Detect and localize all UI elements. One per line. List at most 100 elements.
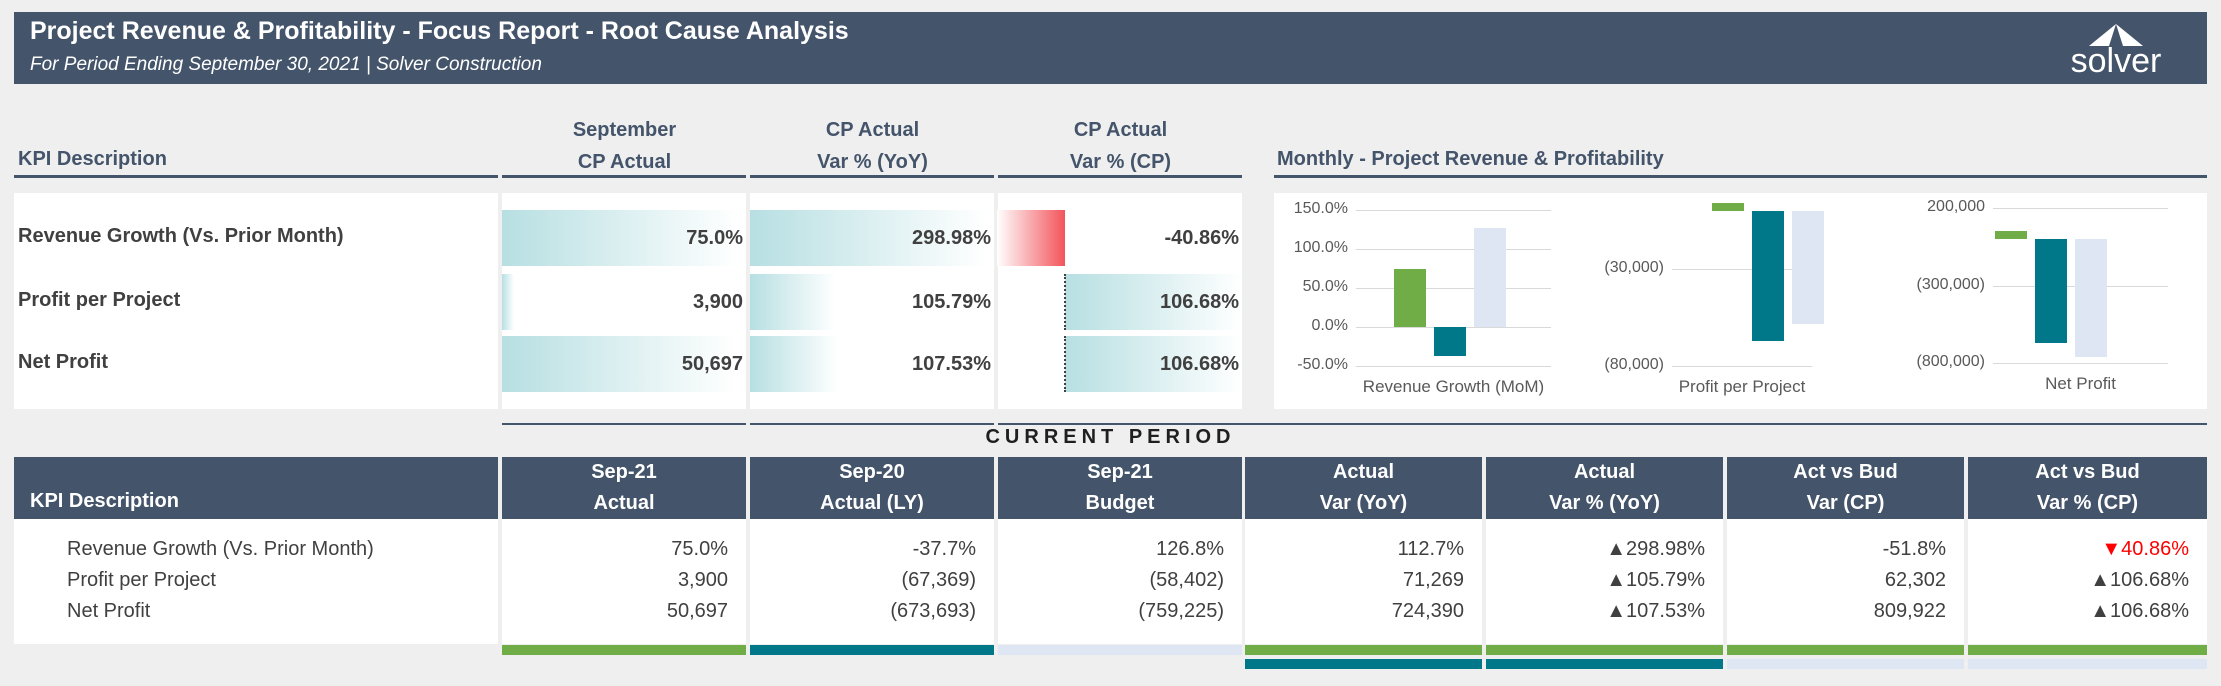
column-color-bar [750,645,994,655]
table-row-label: Revenue Growth (Vs. Prior Month) [67,538,374,560]
table-column-panel [1968,519,2207,644]
chart-gridline [1993,363,2168,364]
kpi-axis-line [1064,336,1066,392]
chart-gridline [1356,249,1551,250]
table-cell: 75.0% [671,538,728,560]
chart-tick-label: (30,000) [1604,259,1664,276]
table-cell: 724,390 [1391,600,1464,622]
period-rule [750,423,994,425]
table-header-line1: Actual [1332,461,1395,483]
table-column-header: Sep-21 Budget [998,457,1242,519]
kpi-value-cell: 106.68% [998,336,1242,392]
chart-tick-label: 100.0% [1293,239,1348,256]
kpi-value-cell: 75.0% [502,210,746,266]
chart-caption: Profit per Project [1678,377,1806,396]
kpi-data-bar [750,336,838,392]
table-column-header: Act vs Bud Var (CP) [1727,457,1964,519]
kpi-data-bar [502,274,514,330]
chart-tick-label: (300,000) [1916,276,1986,293]
kpi-data-bar [997,210,1065,266]
kpi-value: 106.68% [1160,353,1239,375]
header-rule [502,175,746,178]
kpi-value: 298.98% [912,227,991,249]
kpi-data-bar [750,210,987,266]
table-header-line2: Var (CP) [1806,492,1885,514]
column-color-bar [1486,659,1723,669]
table-column-header: Sep-21 Actual [502,457,746,519]
table-header-line1: Sep-21 [1087,461,1153,483]
solver-logo-icon [2089,24,2143,46]
table-column-panel [998,519,1242,644]
kpi-value-cell: 298.98% [750,210,994,266]
table-cell: 62,302 [1884,569,1946,591]
table-column-panel [1727,519,1964,644]
column-color-bar [1486,645,1723,655]
table-column-panel [1245,519,1482,644]
column-color-bar [1727,645,1964,655]
kpi-value: 106.68% [1160,291,1239,313]
table-header-line1: Actual [1573,461,1636,483]
col-header-cp-actual: September CP Actual [502,114,747,178]
chart-section-header: Monthly - Project Revenue & Profitabilit… [1277,148,1664,170]
chart-tick-label: 0.0% [1311,317,1348,334]
chart-bar [2035,239,2067,344]
report-subtitle: For Period Ending September 30, 2021 | S… [30,54,542,75]
table-cell: ▲106.68% [2090,600,2189,622]
kpi-value-cell: 105.79% [750,274,994,330]
table-header-line2: Var % (YoY) [1549,492,1660,514]
kpi-data-bar [1065,336,1242,392]
table-cell: ▲105.79% [1606,569,1705,591]
current-period-label: CURRENT PERIOD [985,426,1236,448]
kpi-row-label: Revenue Growth (Vs. Prior Month) [18,225,344,247]
kpi-label-panel [14,193,498,409]
col-header-line1: CP Actual [1073,119,1168,141]
table-row-label: Profit per Project [67,569,216,591]
chart-gridline [1356,288,1551,289]
kpi-data-bar [502,210,739,266]
table-cell: ▲106.68% [2090,569,2189,591]
table-column-header: Actual Var (YoY) [1245,457,1482,519]
period-rule [998,423,2207,425]
table-cell: 3,900 [677,569,728,591]
table-cell: 112.7% [1397,538,1464,560]
table-column-panel [750,519,994,644]
chart-tick-label: (80,000) [1604,356,1664,373]
table-column-header: Sep-20 Actual (LY) [750,457,994,519]
header-rule [750,175,994,178]
table-cell: 71,269 [1402,569,1464,591]
table-cell: -51.8% [1882,538,1946,560]
kpi-axis-line [1064,274,1066,330]
chart-gridline [1993,208,2168,209]
chart-tick-label: -50.0% [1297,356,1348,373]
kpi-data-bar [1065,274,1242,330]
chart-caption: Net Profit [2045,374,2116,393]
column-color-bar [1968,645,2207,655]
period-rule [502,423,746,425]
table-label-panel [14,519,498,644]
table-cell: -37.7% [912,538,976,560]
column-color-bar [1245,659,1482,669]
table-cell: (58,402) [1149,569,1225,591]
chart-bar [1394,268,1426,327]
table-row-label: Net Profit [67,600,151,622]
col-header-line2: Var % (YoY) [817,151,928,173]
chart-bar [1434,327,1466,357]
column-color-bar [1727,659,1964,669]
table-header-line2: Budget [1085,492,1155,514]
table-header-line2: Actual [593,492,655,514]
table-header-line2: Var % (CP) [2036,492,2139,514]
col-header-var-yoy: CP Actual Var % (YoY) [750,114,995,178]
chart-bar [1792,210,1824,325]
table-cell: 126.8% [1156,538,1224,560]
column-color-bar [998,645,1242,655]
header-rule [14,175,498,178]
chart-bar [2075,239,2107,357]
chart-caption: Revenue Growth (MoM) [1362,377,1545,396]
table-cell: ▲298.98% [1606,538,1705,560]
chart-bar [1474,228,1506,327]
kpi-value-cell: -40.86% [997,210,1242,266]
chart-gridline [1672,269,1812,270]
kpi-value-cell: 3,900 [502,274,746,330]
col-header-line1: September [572,119,677,141]
kpi-value: 105.79% [912,291,991,313]
